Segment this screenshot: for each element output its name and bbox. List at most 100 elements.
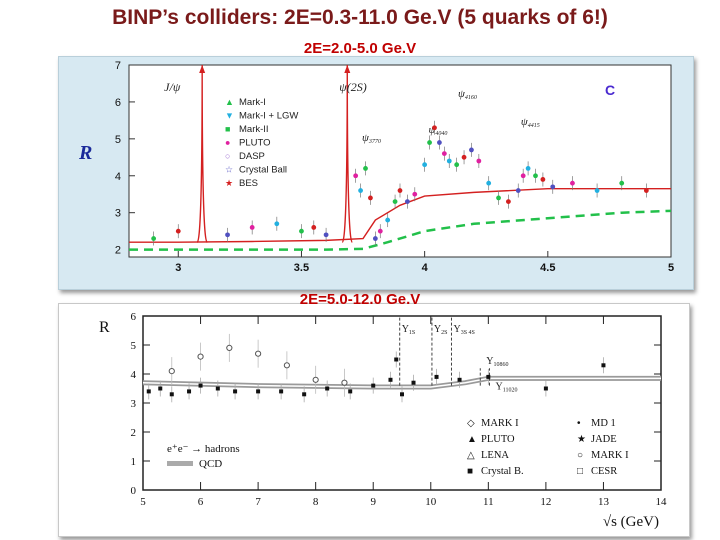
slide-title: BINP’s colliders: 2E=0.3-11.0 Ge.V (5 qu… [112, 6, 608, 29]
data-point [274, 221, 280, 227]
data-point [169, 392, 174, 397]
data-point [353, 173, 359, 179]
resonance-label: Υ10860 [486, 356, 508, 368]
resonance-subscript: 3770 [368, 139, 381, 145]
y-axis-label: R [78, 142, 92, 164]
data-point [371, 383, 376, 388]
legend-entry: Crystal Ball [239, 165, 287, 176]
legend-symbol: ◇ [467, 418, 475, 429]
data-point-open [168, 368, 175, 375]
x-tick-label: 3 [175, 262, 181, 274]
data-point [392, 199, 398, 205]
y-tick-label: 3 [115, 208, 121, 220]
data-point [454, 162, 460, 168]
peak-arrow [199, 65, 206, 73]
data-point [146, 389, 151, 394]
legend-symbol: ■ [225, 124, 230, 134]
data-point [441, 151, 447, 157]
data-point [486, 180, 492, 186]
data-point-open [312, 376, 319, 383]
data-point [279, 389, 284, 394]
data-point-open [226, 344, 233, 352]
data-point-open [341, 379, 348, 386]
resonance-peak [341, 64, 353, 243]
data-point [412, 191, 418, 197]
resonance-subscript: 2S [441, 330, 447, 336]
x-tick-label: 7 [255, 496, 261, 508]
legend-entry: BES [239, 178, 258, 189]
data-point [302, 392, 307, 397]
data-point [427, 140, 432, 145]
data-point [363, 165, 368, 171]
inset-legend-swatch [167, 461, 193, 466]
data-point [394, 357, 399, 362]
resonance-subscript: 4040 [435, 130, 447, 137]
legend-symbol: ☆ [225, 165, 233, 175]
resonance-label: Υ11020 [495, 382, 517, 394]
data-point-open [255, 350, 262, 357]
data-point [348, 389, 353, 394]
data-point [158, 386, 163, 391]
data-point [249, 225, 255, 230]
data-point [233, 389, 238, 394]
resonance-subscript: 11020 [503, 388, 518, 394]
legend-entry: MARK I [591, 450, 629, 461]
data-point [187, 389, 192, 394]
legend-entry: MD 1 [591, 418, 616, 429]
resonance-label: J/ψ [164, 80, 181, 94]
resonance-label: Υ3S 4S [453, 324, 474, 336]
legend-entry: PLUTO [239, 138, 271, 149]
x-tick-label: 12 [540, 496, 551, 508]
legend-symbol: △ [467, 450, 475, 461]
data-point [520, 173, 526, 179]
inset-legend-qcd: QCD [199, 458, 222, 470]
data-point [432, 125, 437, 131]
y-tick-label: 7 [115, 60, 121, 72]
data-point [175, 228, 181, 234]
data-point [525, 165, 531, 171]
x-tick-label: 11 [483, 496, 494, 508]
data-point [311, 225, 317, 230]
data-point [540, 177, 546, 182]
x-tick-label: 8 [313, 496, 319, 508]
legend-symbol: ▲ [225, 97, 234, 107]
legend-symbol: ▲ [467, 434, 477, 445]
data-point [543, 386, 548, 391]
data-point [225, 232, 230, 238]
data-point [215, 386, 220, 391]
data-point [404, 199, 410, 205]
legend-entry: Mark-I [239, 97, 266, 108]
chart-panel-bottom: 5 6 7 8 9 10 11 12 13 14 0 1 2 3 4 5 6 R √s (GeV) Υ1S Υ2S Υ3S… [58, 303, 690, 537]
legend-symbol: ★ [577, 434, 586, 445]
data-point [422, 162, 428, 168]
x-tick-label: 5 [140, 496, 146, 508]
data-point [594, 188, 600, 193]
data-point [323, 232, 329, 238]
y-tick-label: 2 [131, 427, 137, 439]
data-point [151, 236, 157, 241]
data-point [643, 188, 649, 193]
data-point-open [197, 353, 204, 360]
legend-entry: PLUTO [481, 434, 515, 445]
data-point [372, 236, 378, 241]
data-point [619, 180, 625, 186]
data-point [434, 374, 439, 379]
resonance-subscript: 1S [409, 330, 415, 336]
legend-entry: Mark-II [239, 124, 269, 135]
x-tick-label: 10 [425, 496, 437, 508]
qcd-curve [129, 209, 672, 251]
legend-entry: Crystal B. [481, 466, 524, 477]
y-tick-label: 6 [131, 311, 137, 323]
legend-entry: DASP [239, 151, 265, 162]
data-point [397, 188, 403, 193]
data-point [377, 228, 383, 234]
x-tick-label: 4 [422, 262, 429, 274]
data-point [388, 377, 393, 382]
data-point [368, 195, 373, 201]
corner-label: C [605, 82, 615, 98]
peak-arrow [344, 65, 351, 73]
resonance-subscript: 4415 [528, 122, 540, 129]
data-point [496, 195, 501, 201]
x-tick-label: 6 [198, 496, 204, 508]
legend-symbol: ○ [225, 151, 230, 161]
